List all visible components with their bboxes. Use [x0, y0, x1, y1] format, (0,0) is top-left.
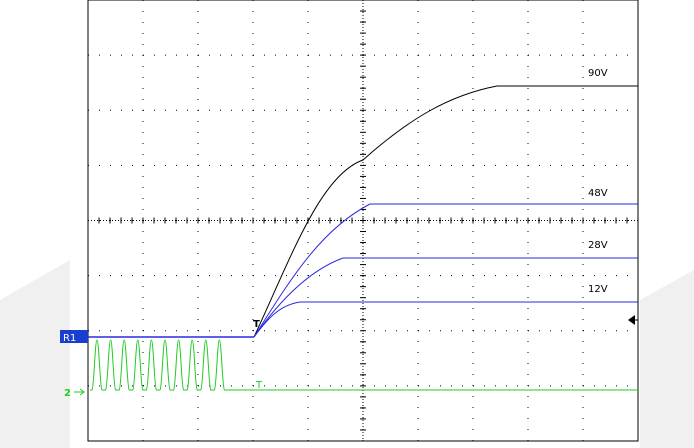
trace-label: 28V — [588, 240, 608, 251]
trigger-marker: T — [255, 380, 263, 391]
trace-48v — [253, 203, 638, 338]
trace-label: 48V — [588, 188, 608, 199]
trace-90v — [253, 85, 638, 338]
watermark — [640, 270, 694, 448]
trace-label: 90V — [588, 68, 608, 79]
trace-label: 12V — [588, 284, 608, 295]
channel-2-label: 2 — [64, 388, 71, 399]
channel-2-arrow — [74, 388, 85, 396]
trace-12v — [253, 301, 638, 338]
channel-1-marker — [60, 330, 88, 343]
trace-28v — [253, 257, 638, 338]
trace-ch2 — [90, 339, 638, 391]
channel-1-label: R1 — [63, 333, 76, 344]
level-arrow — [628, 315, 635, 325]
grid — [87, 0, 639, 442]
trigger-marker: T — [253, 319, 260, 330]
watermark — [0, 260, 70, 448]
screen-frame — [87, 0, 639, 442]
